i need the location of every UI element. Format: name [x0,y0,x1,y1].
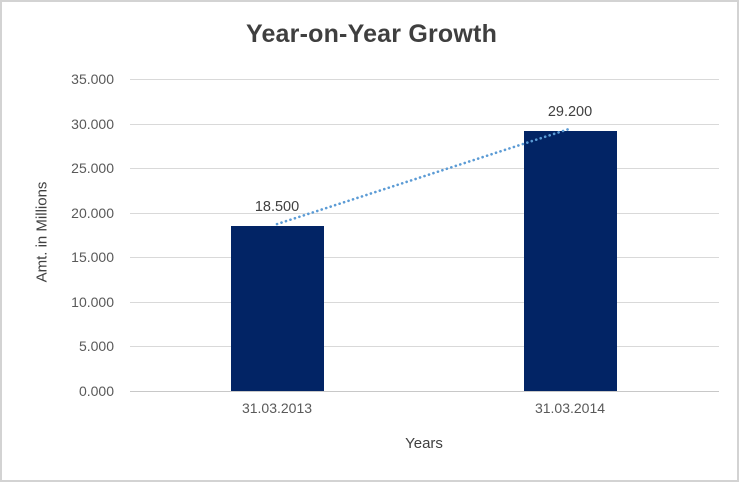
y-axis-tick-label: 35.000 [71,71,114,87]
y-axis-tick-label: 5.000 [78,338,114,354]
chart-title: Year-on-Year Growth [245,20,498,48]
y-axis-title: Amt. in Millions [33,181,51,283]
gridline [130,124,719,125]
x-axis-tick-label: 31.03.2013 [241,400,313,416]
gridline [130,213,719,214]
y-axis-tick-label: 15.000 [71,249,114,265]
gridline [130,302,719,303]
x-axis-title: Years [405,435,443,452]
bar-31.03.2014 [523,130,617,391]
gridline [130,257,719,258]
x-axis-tick-label: 31.03.2014 [534,400,606,416]
bar-data-label: 29.200 [547,103,593,120]
gridline [130,79,719,80]
y-axis-tick-label: 25.000 [71,160,114,176]
bar-31.03.2013 [230,226,324,391]
gridline [130,168,719,169]
y-axis-tick-label: 10.000 [71,294,114,310]
bar-data-label: 18.500 [254,199,300,216]
x-axis-line [130,391,719,392]
y-axis-tick-label: 0.000 [78,383,114,399]
gridline [130,346,719,347]
y-axis-tick-label: 20.000 [71,205,114,221]
y-axis-tick-label: 30.000 [71,116,114,132]
